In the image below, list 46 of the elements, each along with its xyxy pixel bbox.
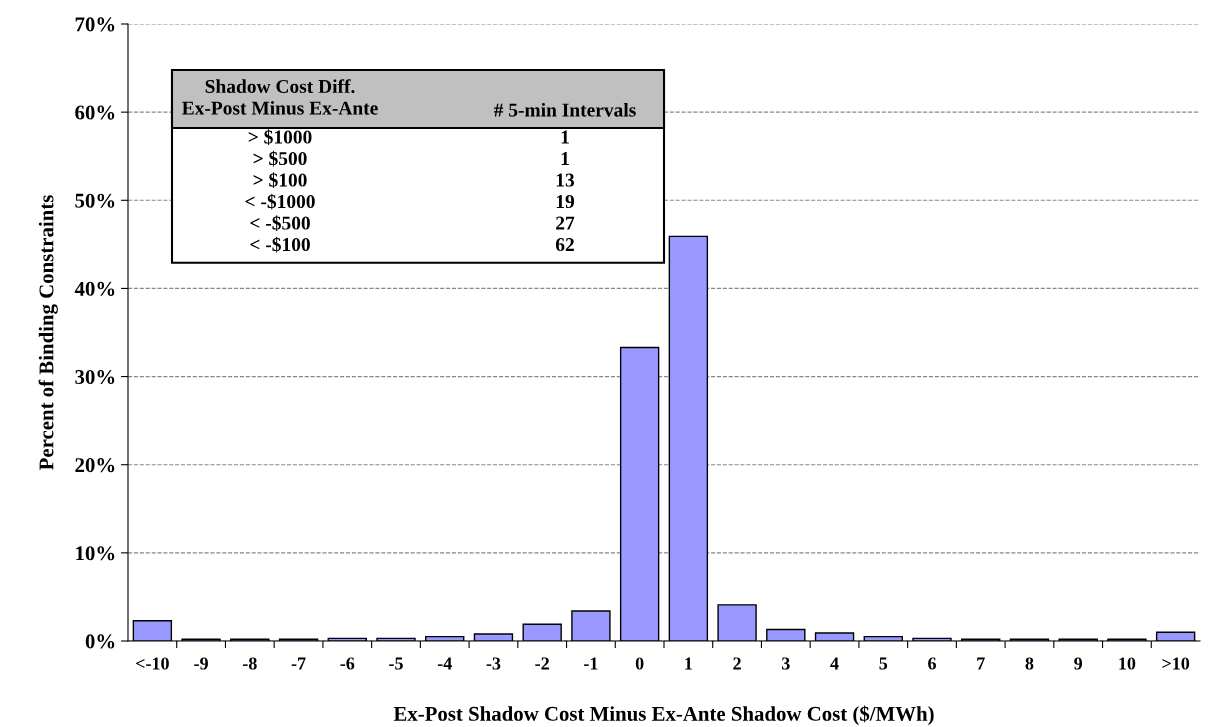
annotation: 19 [556, 195, 575, 209]
y-tick-label: 40% [74, 281, 115, 296]
x-tick-label: 3 [781, 657, 790, 670]
x-tick-label: <-10 [136, 657, 169, 670]
x-tick-label: 6 [928, 657, 936, 670]
x-tick-label: 4 [830, 657, 839, 670]
x-tick-label: 7 [977, 657, 985, 670]
x-tick-label: -1 [584, 657, 598, 670]
annotation: 13 [556, 173, 575, 187]
x-tick-label: 9 [1074, 657, 1083, 670]
x-tick-label: -2 [535, 657, 549, 670]
x-tick-label: -7 [291, 657, 306, 670]
y-tick-label: 60% [75, 105, 115, 120]
annotation: > $100 [253, 172, 307, 188]
x-tick-label: -4 [437, 657, 452, 670]
x-tick-label: 10 [1119, 657, 1136, 670]
x-tick-label: -9 [194, 657, 208, 670]
x-tick-label: -5 [389, 657, 403, 670]
x-axis-title: Ex-Post Shadow Cost Minus Ex-Ante Shadow Cost ($/MWh) [393, 705, 934, 726]
x-tick-label: 5 [879, 657, 888, 670]
annotation: < -$100 [250, 236, 310, 253]
y-tick-label: 0% [85, 634, 115, 649]
annotation: 1 [561, 152, 569, 165]
y-tick-label: 50% [75, 193, 115, 208]
annotation: < -$1000 [245, 193, 315, 210]
annotation: Shadow Cost Diff. Ex-Post Minus Ex-Ante [182, 79, 378, 115]
y-axis-title: Percent of Binding Constraints [38, 195, 58, 470]
y-tick-label: 70% [75, 17, 115, 32]
annotation: < -$500 [250, 215, 310, 231]
y-tick-label: 20% [75, 458, 115, 473]
x-tick-label: >10 [1162, 657, 1190, 670]
annotation: 1 [561, 130, 569, 144]
x-tick-label: 1 [685, 657, 692, 670]
y-tick-label: 10% [76, 546, 115, 561]
annotation: 62 [555, 238, 574, 252]
x-tick-label: 2 [733, 657, 741, 670]
x-tick-label: -6 [340, 657, 355, 670]
x-tick-label: 8 [1025, 657, 1034, 670]
x-tick-label: -8 [242, 657, 257, 670]
y-tick-label: 30% [75, 369, 115, 385]
annotation: 27 [556, 216, 575, 230]
x-tick-label: -3 [486, 657, 501, 670]
annotation: > $500 [253, 150, 307, 167]
annotation: # 5-min Intervals [493, 102, 636, 117]
annotation: > $1000 [248, 129, 312, 145]
x-tick-label: 0 [635, 657, 644, 670]
